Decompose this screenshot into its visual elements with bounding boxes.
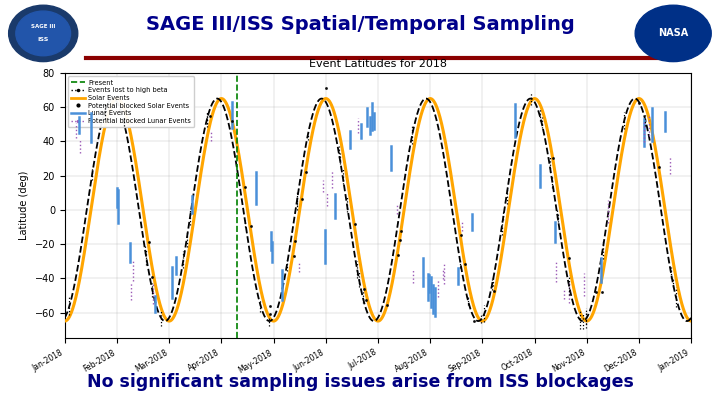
Text: NASA: NASA: [658, 28, 688, 38]
Text: No significant sampling issues arise from ISS blockages: No significant sampling issues arise fro…: [86, 373, 634, 391]
Point: [297, 196, 308, 202]
Point: [320, 85, 332, 92]
Text: SAGE III/ISS Spatial/Temporal Sampling: SAGE III/ISS Spatial/Temporal Sampling: [145, 15, 575, 34]
Circle shape: [16, 11, 71, 56]
Point: [240, 184, 251, 190]
Point: [265, 311, 276, 318]
Point: [359, 286, 370, 292]
Point: [459, 260, 471, 267]
Title: Event Latitudes for 2018: Event Latitudes for 2018: [309, 60, 447, 69]
Y-axis label: Latitude (deg): Latitude (deg): [19, 171, 29, 240]
Point: [289, 253, 300, 259]
Legend: Present, Events lost to high beta, Solar Events, Potential blocked Solar Events,: Present, Events lost to high beta, Solar…: [68, 76, 194, 127]
Point: [654, 164, 665, 170]
Point: [547, 155, 559, 162]
Point: [633, 99, 644, 106]
Text: SAGE III: SAGE III: [31, 24, 55, 29]
Point: [489, 288, 500, 295]
Point: [456, 231, 467, 238]
Text: ISS: ISS: [37, 37, 49, 42]
Point: [300, 169, 312, 175]
Circle shape: [635, 5, 711, 62]
Point: [563, 255, 575, 262]
Point: [392, 252, 404, 258]
Point: [143, 239, 155, 245]
Point: [245, 223, 256, 230]
Point: [468, 318, 480, 325]
Point: [204, 113, 216, 119]
Point: [147, 273, 158, 280]
Point: [349, 221, 361, 227]
Point: [381, 302, 392, 309]
Circle shape: [9, 5, 78, 62]
Point: [395, 237, 406, 243]
Point: [395, 228, 406, 234]
Point: [226, 117, 238, 124]
Point: [264, 303, 276, 309]
Point: [590, 289, 602, 295]
Point: [596, 289, 608, 295]
Point: [360, 297, 372, 304]
Point: [289, 238, 301, 245]
